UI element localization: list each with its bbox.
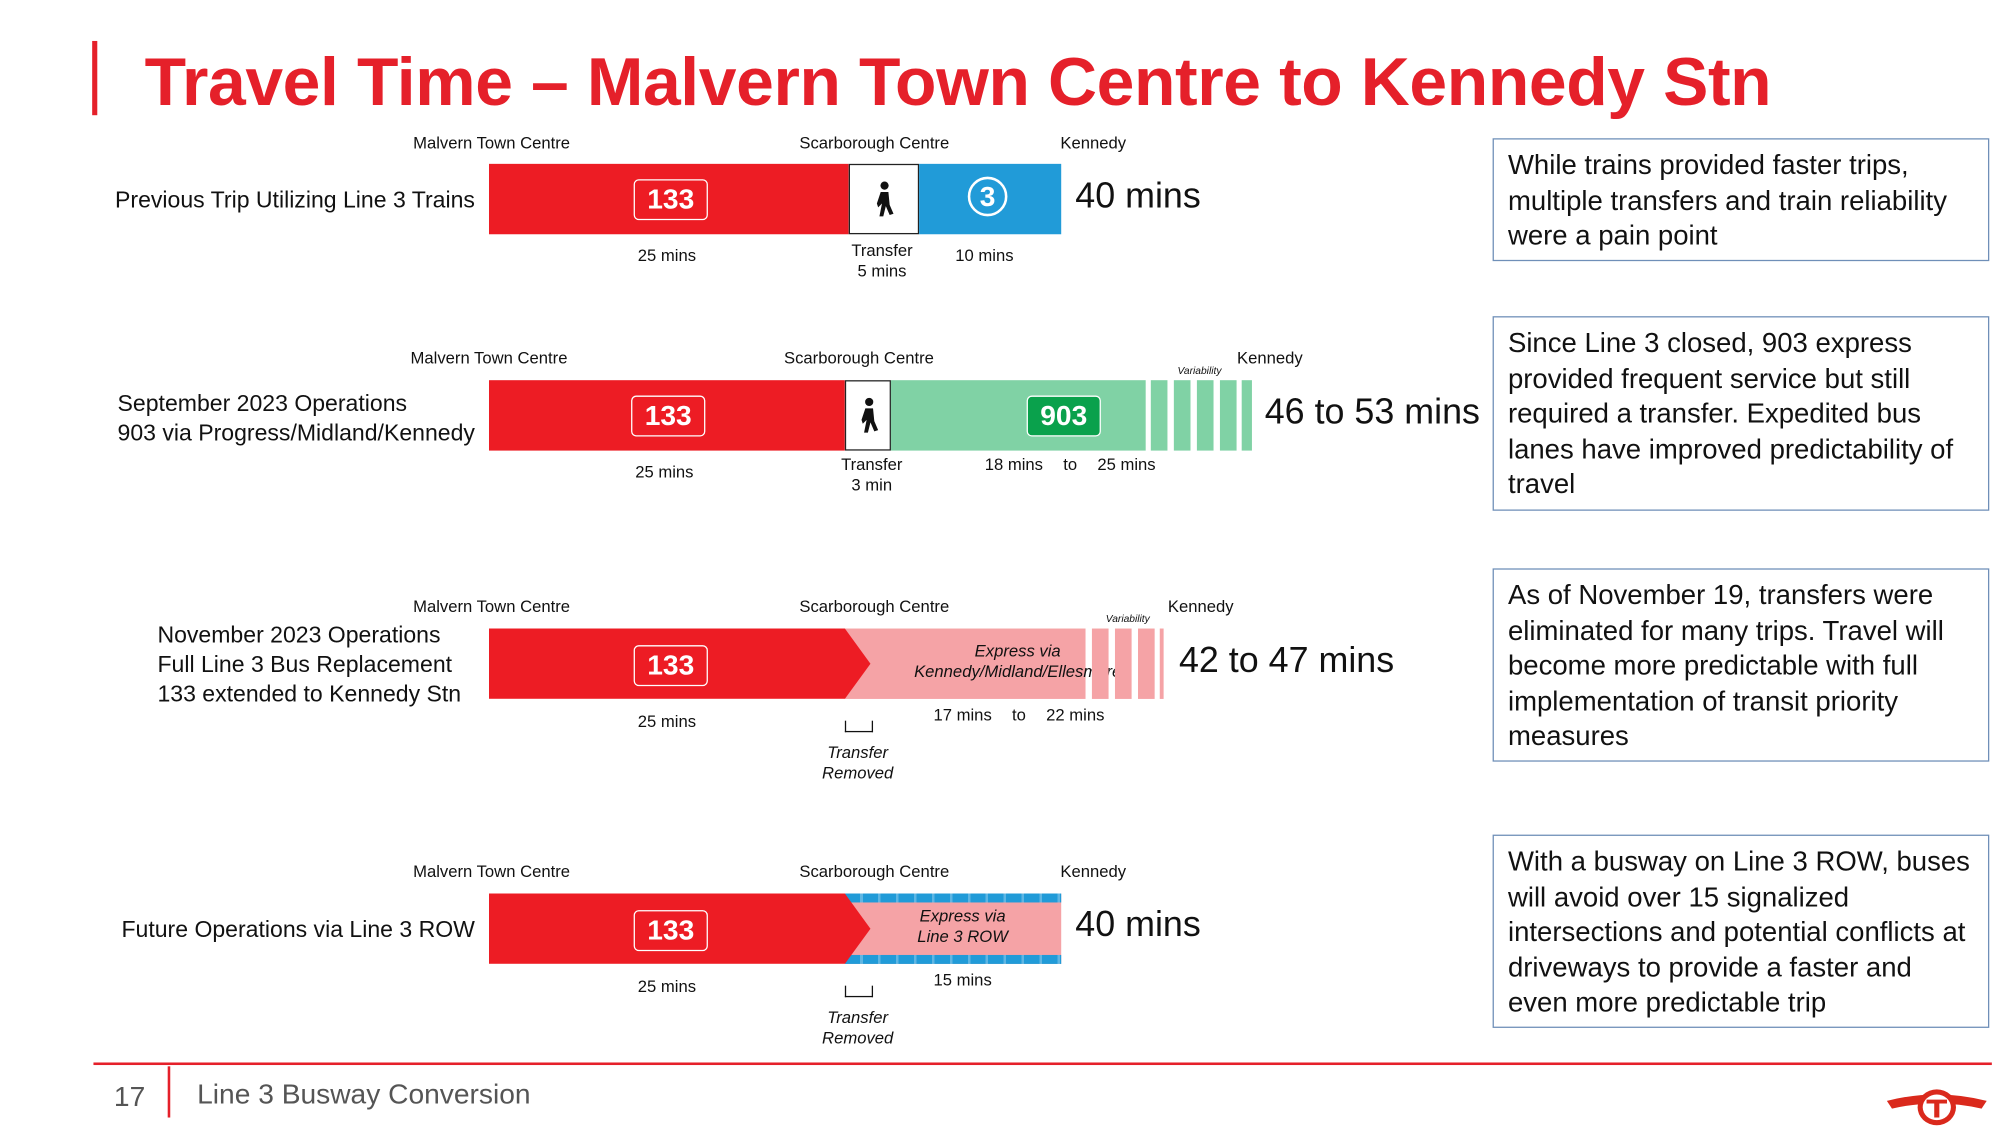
station-kennedy: Kennedy <box>1237 348 1303 368</box>
transfer-time: 5 mins <box>857 261 907 281</box>
segment-express <box>844 628 1086 699</box>
express-line: Express via <box>919 906 1006 926</box>
transfer-text: Transfer <box>827 742 889 762</box>
express-line: Kennedy/Midland/Ellesmere <box>914 661 1122 682</box>
note-box-1: While trains provided faster trips, mult… <box>1492 138 1990 262</box>
variability-stripe <box>1173 380 1191 451</box>
title-accent-bar <box>92 40 98 116</box>
row-label-line: Full Line 3 Bus Replacement <box>157 651 453 678</box>
row-label: November 2023 Operations Full Line 3 Bus … <box>157 621 461 709</box>
row-label-line: September 2023 Operations <box>117 390 408 417</box>
station-kennedy: Kennedy <box>1167 596 1234 616</box>
segment-time-to: to <box>1063 454 1078 474</box>
variability-stripe <box>1138 628 1155 699</box>
transfer-removed-bracket <box>844 985 874 998</box>
route-133-badge: 133 <box>631 395 706 437</box>
transfer-label: Transfer Removed <box>822 1007 893 1048</box>
segment-time: 15 mins <box>933 970 992 990</box>
footer-separator <box>167 1066 170 1118</box>
row-label: Future Operations via Line 3 ROW <box>121 916 475 943</box>
total-time: 40 mins <box>1075 903 1201 944</box>
station-scarborough: Scarborough Centre <box>799 133 950 153</box>
segment-time-max: 22 mins <box>1046 705 1105 725</box>
transfer-time: 3 min <box>851 474 893 495</box>
transfer-label: Transfer 5 mins <box>851 241 912 282</box>
segment-route-903 <box>890 380 1146 451</box>
station-scarborough: Scarborough Centre <box>799 596 950 616</box>
segment-time: 25 mins <box>635 462 694 482</box>
row-label-line: November 2023 Operations <box>157 622 441 648</box>
row-label: September 2023 Operations 903 via Progres… <box>118 389 475 448</box>
station-malvern: Malvern Town Centre <box>413 596 571 616</box>
total-time: 46 to 53 mins <box>1264 391 1480 432</box>
route-133-badge: 133 <box>633 910 708 952</box>
transfer-label: Transfer 3 min <box>841 454 902 495</box>
variability-stripe <box>1091 628 1109 699</box>
variability-stripe <box>1241 380 1252 451</box>
express-line: Line 3 ROW <box>917 926 1008 946</box>
station-scarborough: Scarborough Centre <box>799 861 950 881</box>
express-label: Express via Line 3 ROW <box>917 906 1008 947</box>
express-label: Express via Kennedy/Midland/Ellesmere <box>914 641 1121 682</box>
variability-stripe <box>1219 380 1237 451</box>
segment-time: 10 mins <box>955 245 1014 265</box>
note-box-3: As of November 19, transfers were elimin… <box>1492 568 1990 762</box>
station-kennedy: Kennedy <box>1060 133 1127 153</box>
ttc-logo <box>1886 1089 1987 1126</box>
segment-time: 25 mins <box>637 711 697 731</box>
variability-stripe <box>1114 628 1132 699</box>
busway-band-top <box>844 893 1062 903</box>
busway-band-bottom <box>844 954 1062 964</box>
station-malvern: Malvern Town Centre <box>413 133 571 153</box>
route-133-badge: 133 <box>633 645 708 687</box>
transfer-removed-text: Removed <box>822 762 894 783</box>
transfer-removed-text: Removed <box>822 1027 894 1048</box>
walking-person-icon <box>844 380 891 451</box>
transfer-removed-bracket <box>844 720 874 733</box>
row-label: Previous Trip Utilizing Line 3 Trains <box>115 186 475 213</box>
station-malvern: Malvern Town Centre <box>413 861 571 881</box>
total-time: 42 to 47 mins <box>1178 640 1395 680</box>
row-label-line: 133 extended to Kennedy Stn <box>157 681 462 707</box>
station-scarborough: Scarborough Centre <box>784 348 934 368</box>
station-malvern: Malvern Town Centre <box>410 348 568 368</box>
variability-stripe <box>1159 628 1164 699</box>
transfer-text: Transfer <box>841 454 903 474</box>
row-label-line: 903 via Progress/Midland/Kennedy <box>117 419 475 446</box>
line-3-badge: 3 <box>967 176 1008 217</box>
route-133-badge: 133 <box>633 179 708 221</box>
segment-time-min: 18 mins <box>984 454 1043 474</box>
segment-time-to: to <box>1012 705 1026 725</box>
variability-label: Variability <box>1105 613 1150 625</box>
variability-stripe <box>1196 380 1214 451</box>
footer-divider <box>93 1062 1992 1065</box>
transfer-text: Transfer <box>851 240 913 260</box>
variability-label: Variability <box>1177 364 1222 377</box>
segment-time: 25 mins <box>637 245 697 265</box>
transfer-label: Transfer Removed <box>822 742 893 783</box>
route-903-badge: 903 <box>1026 395 1101 437</box>
total-time: 40 mins <box>1075 175 1201 216</box>
express-line: Express via <box>974 641 1061 661</box>
variability-stripe <box>1150 380 1168 451</box>
station-kennedy: Kennedy <box>1060 861 1127 881</box>
footer-title: Line 3 Busway Conversion <box>197 1077 531 1110</box>
segment-express-busway <box>844 893 1062 964</box>
segment-time: 25 mins <box>637 976 697 996</box>
segment-time-min: 17 mins <box>933 705 992 725</box>
transfer-text: Transfer <box>827 1007 889 1027</box>
page-number: 17 <box>113 1080 146 1113</box>
note-box-2: Since Line 3 closed, 903 express provide… <box>1492 316 1990 511</box>
page-title: Travel Time – Malvern Town Centre to Ken… <box>144 44 1772 121</box>
note-box-4: With a busway on Line 3 ROW, buses will … <box>1492 834 1990 1028</box>
segment-time-max: 25 mins <box>1097 454 1156 474</box>
walking-person-icon <box>848 163 920 235</box>
